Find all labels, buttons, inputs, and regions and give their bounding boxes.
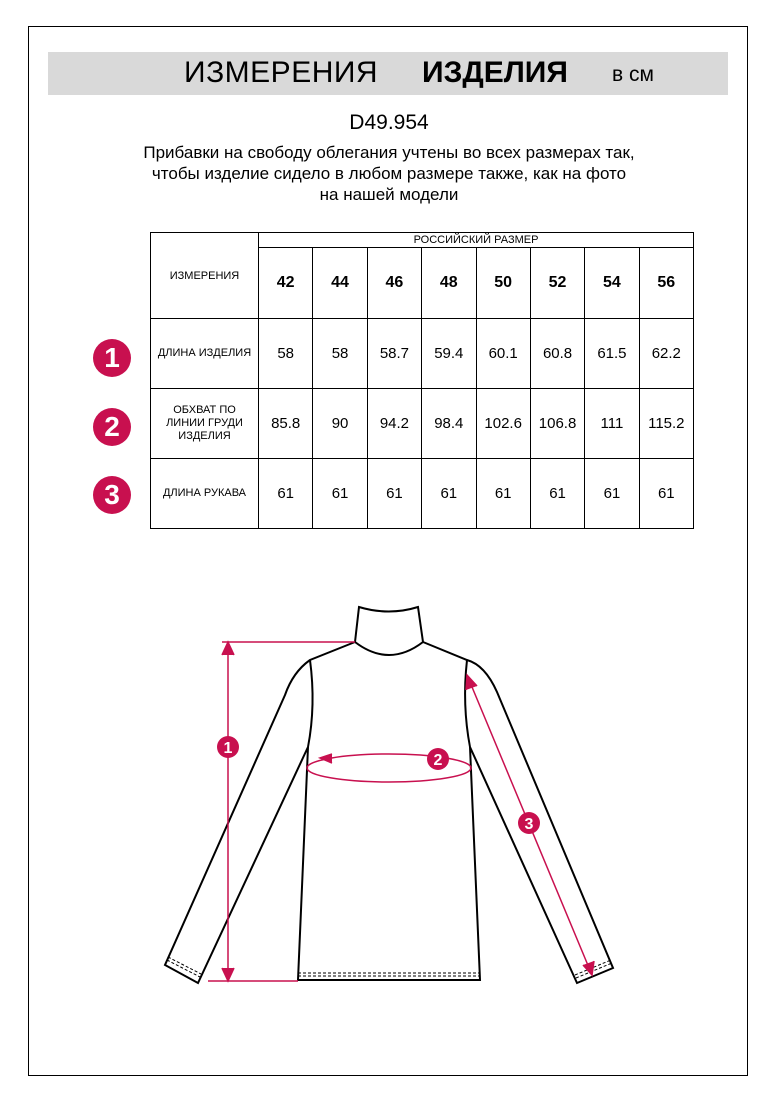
note-line: Прибавки на свободу облегания учтены во … [143, 143, 635, 162]
table-cell: 62.2 [638, 318, 695, 389]
size-header: 54 [584, 247, 640, 319]
marker-1 [217, 736, 239, 758]
marker-1-label: 1 [224, 740, 233, 757]
table-cell: 59.4 [421, 318, 477, 389]
table-cell: 98.4 [421, 388, 477, 459]
table-cell: 60.8 [529, 318, 586, 389]
marker-2-label: 2 [434, 752, 443, 769]
table-cell: 58.7 [366, 318, 423, 389]
row-label: ДЛИНА РУКАВА [150, 458, 259, 529]
fit-note: Прибавки на свободу облегания учтены во … [0, 142, 778, 205]
measurement-lines [208, 640, 595, 983]
size-header: 48 [421, 247, 477, 319]
size-header: 56 [638, 247, 695, 319]
table-row: ДЛИНА ИЗДЕЛИЯ 58 58 58.7 59.4 60.1 60.8 61.5 62.… [150, 318, 695, 389]
table-row: ДЛИНА РУКАВА 61 61 61 61 61 61 61 61 [150, 458, 695, 529]
badge-2: 2 [93, 408, 131, 446]
table-cell: 106.8 [529, 388, 586, 459]
marker-3-label: 3 [525, 816, 534, 833]
row-label: ДЛИНА ИЗДЕЛИЯ [150, 318, 259, 389]
table-cell: 61 [257, 458, 314, 529]
unit-label: в см [612, 63, 654, 86]
corner-header: ИЗМЕРЕНИЯ [150, 232, 259, 319]
table-cell: 61 [529, 458, 586, 529]
table-cell: 61 [475, 458, 531, 529]
badge-3: 3 [93, 476, 131, 514]
table-cell: 58 [312, 318, 368, 389]
table-cell: 115.2 [638, 388, 695, 459]
table-cell: 61 [638, 458, 695, 529]
table-cell: 61 [312, 458, 368, 529]
table-cell: 85.8 [257, 388, 314, 459]
marker-3 [518, 812, 540, 834]
diagram-markers: 1 2 3 [217, 736, 540, 834]
title-bold: ИЗДЕЛИЯ [422, 56, 568, 89]
note-line: на нашей модели [319, 185, 459, 204]
row-label: ОБХВАТ ПО ЛИНИИ ГРУДИ ИЗДЕЛИЯ [150, 388, 259, 459]
title-band [48, 52, 728, 95]
note-line: чтобы изделие сидело в любом размере так… [151, 164, 627, 183]
article-code: D49.954 [349, 111, 429, 134]
size-table: ИЗМЕРЕНИЯ РОССИЙСКИЙ РАЗМЕР 42 44 46 48 50 52… [150, 232, 695, 529]
sweater-outline [163, 605, 615, 985]
marker-2 [427, 748, 449, 770]
size-header: 44 [312, 247, 368, 319]
table-cell: 61 [584, 458, 640, 529]
title-regular: ИЗМЕРЕНИЯ [184, 56, 379, 89]
size-header: 46 [366, 247, 423, 319]
table-row: ОБХВАТ ПО ЛИНИИ ГРУДИ ИЗДЕЛИЯ 85.8 90 94.2 9… [150, 388, 695, 459]
table-cell: 61.5 [584, 318, 640, 389]
table-cell: 61 [366, 458, 423, 529]
table-cell: 60.1 [475, 318, 531, 389]
page-frame [28, 26, 748, 1076]
badge-1: 1 [93, 339, 131, 377]
